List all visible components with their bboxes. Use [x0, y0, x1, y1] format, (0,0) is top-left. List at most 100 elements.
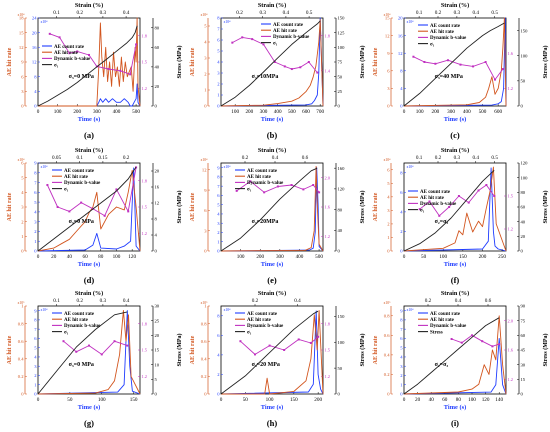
b-value-marker [58, 36, 61, 39]
hit-multiplier: x10⁴ [200, 158, 208, 162]
strain-tick-label: 0.3 [259, 10, 266, 16]
time-tick-label: 100 [439, 254, 447, 260]
stress-tick-label: 0 [521, 392, 524, 397]
stress-tick-label: 0 [521, 249, 524, 254]
legend-label: Stress [430, 330, 443, 335]
b-tick-label: 1.2 [142, 374, 148, 379]
b-tick-label: 1.2 [142, 86, 148, 91]
stress-condition-label: σ₃=20 MPa [252, 362, 280, 368]
b-value-marker [434, 62, 437, 65]
strain-tick-label: 0.2 [435, 10, 442, 16]
b-value-marker [472, 65, 475, 68]
strain-axis-title: Strain (%) [441, 290, 469, 297]
count-multiplier: x10⁴ [40, 308, 48, 312]
count-multiplier: x10⁴ [223, 165, 231, 169]
count-tick-label: 4 [217, 60, 220, 65]
hit-tick-label: 3 [21, 205, 24, 210]
count-tick-label: 8 [400, 318, 403, 323]
hit-tick-label: 1 [21, 304, 24, 309]
time-tick-label: 250 [498, 254, 506, 260]
strain-tick-label: 0.05 [52, 155, 61, 161]
hit-multiplier: x10⁵ [200, 301, 208, 305]
time-tick-label: 100 [54, 109, 62, 115]
hit-tick-label: 6 [387, 69, 390, 74]
b-value-marker [254, 353, 256, 356]
count-multiplier: x10⁴ [223, 308, 231, 312]
count-tick-label: 3 [217, 71, 220, 76]
panel-label: (f) [451, 275, 460, 285]
hit-tick-label: 18 [19, 16, 24, 21]
series-line-hit [37, 169, 141, 252]
stress-tick-label: 15 [155, 348, 160, 353]
b-value-marker [418, 208, 421, 211]
count-tick-label: 9 [217, 165, 220, 170]
hit-axis-title: AE hit rate [373, 192, 379, 221]
count-multiplier: x10⁴ [406, 165, 414, 169]
panel-label: (a) [84, 130, 94, 140]
hit-tick-label: 2 [387, 222, 390, 227]
b-value-marker [80, 201, 83, 204]
time-tick-label: 400 [296, 254, 304, 260]
b-value-marker [491, 345, 494, 348]
b-tick-label: 1.6 [325, 205, 331, 210]
legend-label: Dynamic b-value [64, 181, 101, 186]
time-tick-label: 500 [479, 109, 487, 115]
stress-tick-label: 25 [155, 318, 160, 323]
stress-axis-title: Stress (MPa) [542, 333, 549, 366]
hit-tick-label: 0.8 [384, 313, 390, 318]
series-line-stress [403, 317, 500, 395]
stress-tick-label: 10 [155, 362, 160, 367]
time-tick-label: 140 [495, 397, 503, 403]
legend-label: σ₁ [247, 330, 252, 335]
b-tick-label: 1.8 [142, 33, 148, 38]
count-tick-label: 5 [400, 345, 403, 350]
strain-tick-label: 0.1 [53, 10, 60, 16]
count-tick-label: 8 [34, 318, 37, 323]
legend-label: AE hit rate [64, 175, 89, 180]
b-value-marker [494, 78, 497, 81]
count-tick-label: 2 [400, 373, 403, 378]
b-value-marker [471, 334, 473, 337]
strain-tick-label: 0.4 [294, 298, 301, 304]
stress-tick-label: 80 [155, 25, 160, 30]
count-tick-label: 4 [34, 355, 37, 360]
series-line-b-value [63, 340, 128, 355]
strain-tick-label: 0.4 [455, 298, 462, 304]
stress-condition-label: σ₃=0 MPa [69, 74, 94, 80]
b-tick-label: 1.4 [325, 69, 331, 74]
b-value-marker [48, 32, 51, 35]
series-line-stress [403, 22, 505, 107]
hit-tick-label: 0 [21, 249, 24, 254]
count-tick-label: 7 [217, 184, 220, 189]
count-tick-label: 3 [217, 221, 220, 226]
b-value-marker [318, 191, 321, 194]
time-tick-label: 700 [316, 109, 324, 115]
b-value-marker [268, 344, 271, 347]
legend-label: Dynamic b-value [273, 35, 310, 40]
stress-condition-label: σ₃=20MPa [252, 219, 279, 225]
time-axis-title: Time (s) [78, 116, 100, 123]
hit-tick-label: 5 [204, 24, 207, 29]
strain-tick-label: 0.2 [425, 298, 432, 304]
b-value-marker [107, 68, 110, 71]
count-tick-label: 5 [34, 345, 37, 350]
hit-multiplier: x10⁴ [383, 13, 391, 17]
series-line-hit [220, 165, 324, 252]
legend-label: AE hit rate [273, 29, 298, 34]
legend-label: σ₁ [430, 42, 435, 47]
b-tick-label: 1.2 [508, 377, 514, 382]
legend-label: σ₁ [420, 208, 425, 213]
count-tick-label: 7 [400, 327, 403, 332]
stress-condition-label: σ₃=0 MPa [69, 362, 94, 368]
stress-tick-label: 20 [155, 84, 160, 89]
time-axis-title: Time (s) [261, 116, 283, 123]
count-tick-label: 9 [400, 308, 403, 313]
strain-tick-label: 0.4 [123, 10, 130, 16]
b-value-marker [276, 185, 279, 188]
legend-label: AE hit rate [430, 30, 455, 35]
stress-tick-label: 15 [521, 377, 526, 382]
b-value-marker [103, 214, 106, 217]
strain-tick-label: 0.1 [76, 155, 83, 161]
time-tick-label: 150 [459, 254, 467, 260]
